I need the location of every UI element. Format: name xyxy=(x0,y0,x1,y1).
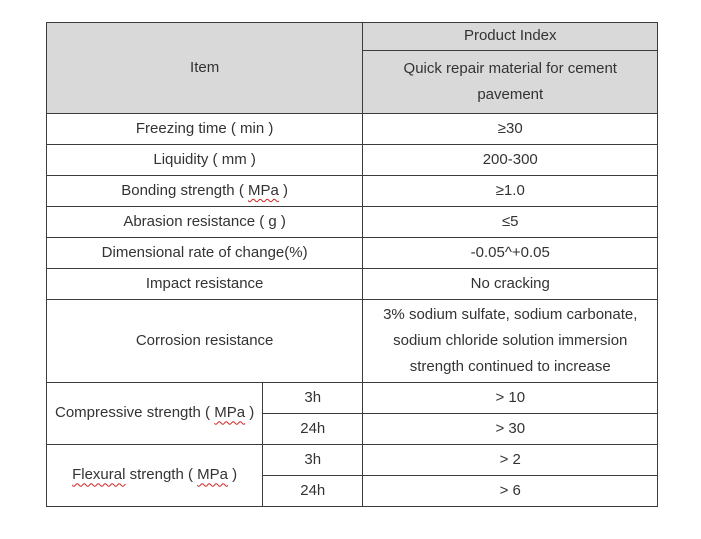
row-time-compressive-3h: 3h xyxy=(262,382,364,414)
table-row: Dimensional rate of change(%) -0.05^+0.0… xyxy=(45,237,659,269)
row-time-flexural-3h: 3h xyxy=(262,444,364,476)
label-text: strength ( xyxy=(125,466,198,484)
label-text: Compressive strength ( xyxy=(55,404,215,422)
table-row: Liquidity ( mm ) 200-300 xyxy=(45,144,659,176)
row-label-corrosion-resistance: Corrosion resistance xyxy=(45,299,364,383)
row-value-corrosion-resistance: 3% sodium sulfate, sodium carbonate, sod… xyxy=(362,299,659,383)
product-name-header-cell: Quick repair material for cement pavemen… xyxy=(362,50,659,114)
row-value-impact-resistance: No cracking xyxy=(362,268,659,300)
label-text-misspelled: MPa xyxy=(247,181,279,199)
table-row: Impact resistance No cracking xyxy=(45,268,659,300)
table-row: 24h > 6 xyxy=(47,475,659,507)
label-text: Bonding strength ( xyxy=(121,181,248,199)
row-time-flexural-24h: 24h xyxy=(262,475,364,507)
table-row: Freezing time ( min ) ≥30 xyxy=(45,113,659,145)
product-spec-table: Item Product Index Quick repair material… xyxy=(45,22,659,507)
row-value-flexural-3h: > 2 xyxy=(362,444,659,476)
row-value-freezing-time: ≥30 xyxy=(362,113,659,145)
row-label-liquidity: Liquidity ( mm ) xyxy=(45,144,364,176)
table-row: Abrasion resistance ( g ) ≤5 xyxy=(45,206,659,238)
table-row: Flexural strength ( MPa ) 3h > 2 xyxy=(45,444,659,507)
row-label-flexural-strength: Flexural strength ( MPa ) xyxy=(45,444,264,507)
row-value-liquidity: 200-300 xyxy=(362,144,659,176)
row-label-bonding-strength: Bonding strength ( MPa ) xyxy=(45,175,364,207)
row-label-compressive-strength: Compressive strength ( MPa ) xyxy=(45,382,264,445)
item-header-cell: Item xyxy=(45,22,364,114)
label-text: ) xyxy=(245,404,255,422)
row-value-bonding-strength: ≥1.0 xyxy=(362,175,659,207)
product-index-header-cell: Product Index xyxy=(362,22,659,51)
row-label-dimensional-rate: Dimensional rate of change(%) xyxy=(45,237,364,269)
table-row: Bonding strength ( MPa ) ≥1.0 xyxy=(45,175,659,207)
label-text-misspelled: MPa xyxy=(197,466,228,484)
row-label-abrasion-resistance: Abrasion resistance ( g ) xyxy=(45,206,364,238)
row-value-compressive-3h: > 10 xyxy=(362,382,659,414)
row-time-compressive-24h: 24h xyxy=(262,413,364,445)
row-label-freezing-time: Freezing time ( min ) xyxy=(45,113,364,145)
row-value-flexural-24h: > 6 xyxy=(362,475,659,507)
label-text: ) xyxy=(227,466,238,484)
row-value-dimensional-rate: -0.05^+0.05 xyxy=(362,237,659,269)
label-text-misspelled: MPa xyxy=(214,404,246,422)
table-row: Corrosion resistance 3% sodium sulfate, … xyxy=(45,299,659,383)
row-value-compressive-24h: > 30 xyxy=(362,413,659,445)
label-text: ) xyxy=(278,181,288,199)
table-row: Compressive strength ( MPa ) 3h > 10 xyxy=(45,382,659,445)
row-label-impact-resistance: Impact resistance xyxy=(45,268,364,300)
table-row: 24h > 30 xyxy=(47,413,659,445)
row-value-abrasion-resistance: ≤5 xyxy=(362,206,659,238)
label-text-misspelled: Flexural xyxy=(72,466,126,484)
